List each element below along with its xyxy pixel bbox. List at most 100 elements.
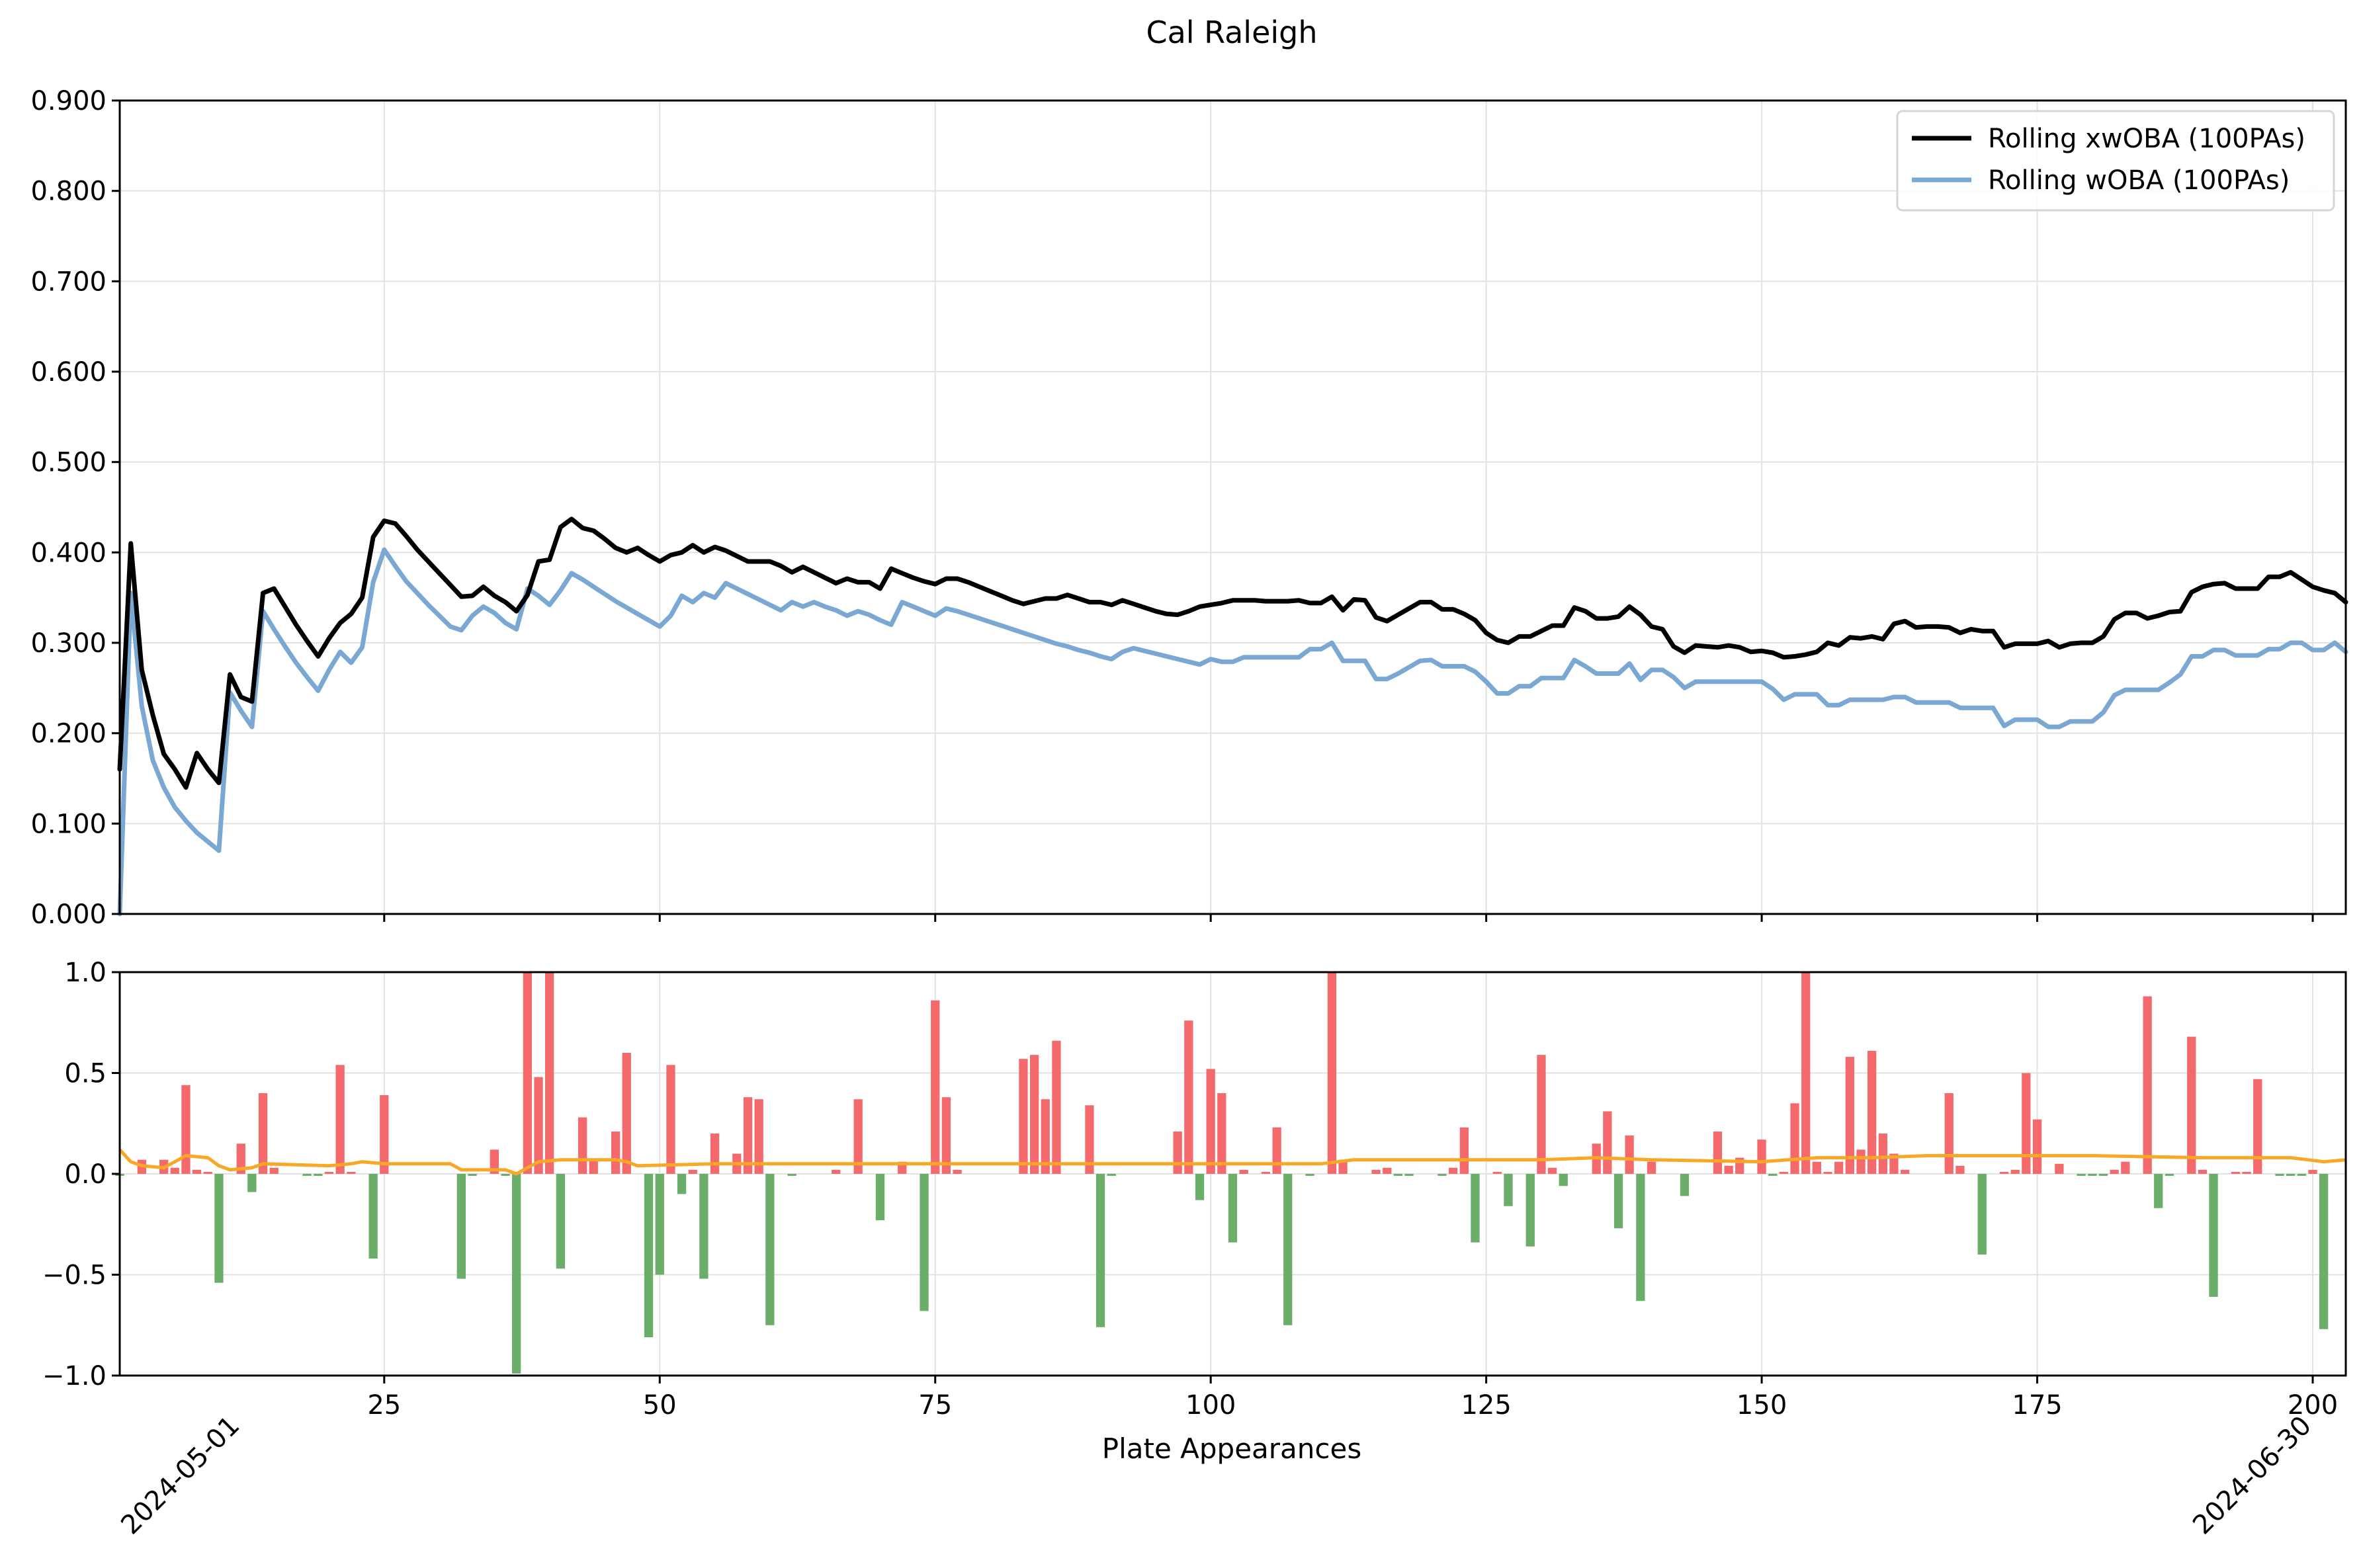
positive-bar — [2055, 1163, 2064, 1175]
negative-bar — [512, 1174, 521, 1374]
top-y-tick-label: 0.500 — [30, 448, 107, 478]
positive-bar — [181, 1085, 191, 1174]
bottom-y-axis: 1.0 0.5 0.0 −0.5 −1.0 — [42, 958, 120, 1391]
positive-bar — [1999, 1172, 2009, 1174]
negative-bar — [1525, 1174, 1535, 1247]
top-x-axis-ticks — [383, 914, 2314, 922]
positive-bar — [1537, 1055, 1546, 1174]
legend-label-xwoba: Rolling xwOBA (100PAs) — [1988, 124, 2305, 154]
date-label: 2024-06-30 — [2187, 1411, 2317, 1541]
chart-title: Cal Raleigh — [1146, 15, 1317, 50]
bottom-y-tick-label: 0.5 — [64, 1059, 107, 1089]
negative-bar — [920, 1174, 929, 1311]
negative-bar — [875, 1174, 885, 1221]
negative-bar — [1095, 1174, 1105, 1327]
positive-bar — [2231, 1172, 2241, 1174]
negative-bar — [1438, 1174, 1447, 1176]
positive-bar — [1338, 1159, 1348, 1174]
positive-bar — [258, 1093, 268, 1174]
positive-bar — [2010, 1169, 2020, 1174]
positive-bar — [1823, 1172, 1832, 1174]
positive-bar — [2242, 1172, 2251, 1174]
negative-bar — [2275, 1174, 2284, 1176]
negative-bar — [677, 1174, 687, 1194]
positive-bar — [1217, 1093, 1226, 1174]
negative-bar — [1305, 1174, 1314, 1176]
negative-bar — [456, 1174, 466, 1279]
negative-bar — [302, 1174, 312, 1176]
positive-bar — [941, 1097, 951, 1174]
positive-bar — [236, 1143, 245, 1175]
negative-bar — [2077, 1174, 2086, 1176]
positive-bar — [203, 1172, 212, 1174]
negative-bar — [2165, 1174, 2174, 1176]
positive-bar — [1812, 1161, 1821, 1174]
top-y-tick-label: 0.800 — [30, 177, 107, 207]
top-y-tick-label: 0.700 — [30, 267, 107, 297]
negative-bar — [468, 1174, 477, 1176]
negative-bar — [556, 1174, 565, 1269]
positive-bar — [2187, 1036, 2196, 1174]
positive-bar — [2198, 1169, 2208, 1174]
negative-bar — [368, 1174, 378, 1259]
positive-bar — [1239, 1169, 1248, 1174]
negative-bar — [1636, 1174, 1645, 1301]
positive-bar — [523, 972, 532, 1174]
positive-bar — [534, 1077, 543, 1174]
negative-bar — [1768, 1174, 1778, 1176]
bottom-rolling-line — [118, 1148, 2346, 1176]
positive-bar — [1878, 1134, 1887, 1174]
negative-bar — [765, 1174, 775, 1325]
positive-bar — [853, 1099, 863, 1174]
positive-bar — [1327, 972, 1337, 1174]
positive-bar — [1647, 1161, 1656, 1174]
positive-bar — [1492, 1172, 1502, 1174]
top-y-tick-label: 0.600 — [30, 357, 107, 388]
negative-bar — [314, 1174, 323, 1176]
positive-bar — [192, 1169, 202, 1174]
negative-bar — [2286, 1174, 2296, 1176]
bottom-y-tick-label: 0.0 — [64, 1159, 107, 1190]
positive-bar — [1625, 1135, 1634, 1174]
negative-bar — [1559, 1174, 1568, 1186]
bottom-x-axis: 25 50 75 100 125 150 175 200 — [367, 1376, 2338, 1421]
negative-bar — [1613, 1174, 1623, 1229]
positive-bar — [2253, 1079, 2262, 1174]
positive-bar — [380, 1095, 389, 1174]
positive-bar — [1261, 1172, 1271, 1174]
positive-bar — [1041, 1099, 1050, 1174]
positive-bar — [1173, 1132, 1182, 1174]
negative-bar — [1393, 1174, 1402, 1176]
positive-bar — [2143, 996, 2152, 1174]
negative-bar — [247, 1174, 257, 1192]
bottom-x-tick-label: 125 — [1461, 1390, 1511, 1421]
top-panel-frame — [118, 99, 2347, 915]
positive-bar — [953, 1169, 962, 1174]
date-label: 2024-05-01 — [115, 1411, 245, 1541]
bottom-bars — [115, 972, 2329, 1374]
legend-label-woba: Rolling wOBA (100PAs) — [1988, 165, 2290, 196]
negative-bar — [2154, 1174, 2163, 1208]
top-y-tick-label: 0.000 — [30, 899, 107, 930]
negative-bar — [1107, 1174, 1116, 1176]
positive-bar — [688, 1169, 697, 1174]
negative-bar — [787, 1174, 796, 1176]
positive-bar — [269, 1167, 279, 1174]
negative-bar — [1504, 1174, 1513, 1206]
positive-bar — [1449, 1167, 1458, 1174]
positive-bar — [545, 972, 554, 1174]
positive-bar — [335, 1065, 345, 1174]
positive-bar — [2022, 1073, 2031, 1174]
negative-bar — [1283, 1174, 1293, 1325]
top-y-tick-label: 0.200 — [30, 719, 107, 749]
positive-bar — [1867, 1051, 1877, 1174]
bottom-y-tick-label: 1.0 — [64, 958, 107, 988]
top-panel: 0.000 0.100 0.200 0.300 0.400 0.500 0.600 0.700… — [30, 86, 2348, 930]
bottom-x-tick-label: 50 — [643, 1390, 677, 1421]
positive-bar — [1085, 1105, 1094, 1174]
negative-bar — [1404, 1174, 1414, 1176]
bottom-x-tick-label: 75 — [918, 1390, 952, 1421]
negative-bar — [2319, 1174, 2329, 1329]
bottom-x-tick-label: 175 — [2012, 1390, 2062, 1421]
rolling-average-line — [118, 1148, 2346, 1176]
